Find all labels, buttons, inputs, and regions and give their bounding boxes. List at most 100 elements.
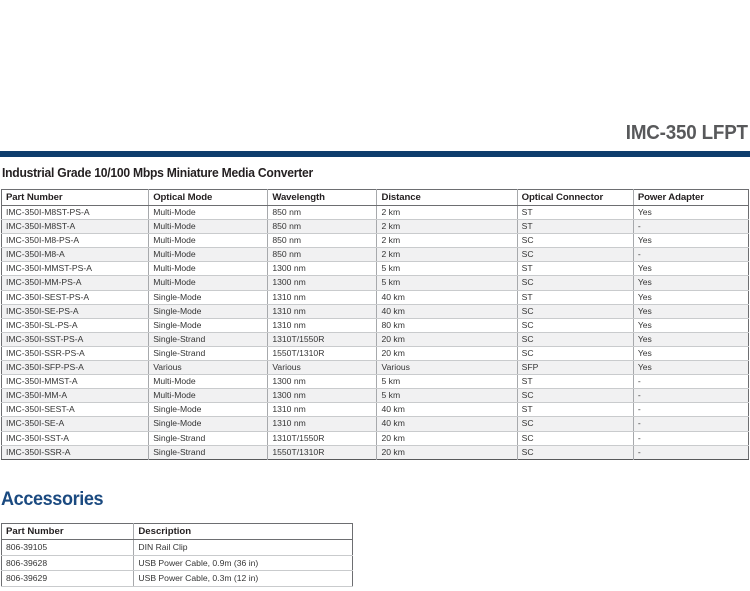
cell-wavelength: 1310 nm bbox=[267, 304, 378, 319]
cell-power-adapter: - bbox=[633, 374, 749, 390]
cell-power-adapter: - bbox=[633, 402, 749, 418]
cell-power-adapter: Yes bbox=[633, 346, 749, 362]
table-row: IMC-350I-SL-PS-A Single-Mode 1310 nm 80 km S… bbox=[1, 318, 749, 333]
cell-part-number: IMC-350I-SL-PS-A bbox=[1, 318, 150, 333]
cell-optical-mode: Multi-Mode bbox=[148, 233, 269, 249]
cell-wavelength: 1310T/1550R bbox=[267, 332, 378, 347]
cell-optical-connector: ST bbox=[517, 205, 634, 221]
table-row: IMC-350I-MMST-PS-A Multi-Mode 1300 nm 5 km S… bbox=[1, 261, 749, 277]
cell-power-adapter: - bbox=[633, 247, 749, 263]
cell-optical-mode: Various bbox=[148, 360, 269, 376]
cell-optical-mode: Single-Strand bbox=[148, 445, 269, 460]
cell-power-adapter: - bbox=[633, 445, 749, 460]
cell-optical-connector: SC bbox=[517, 233, 634, 249]
cell-distance: 2 km bbox=[376, 233, 518, 249]
table-row: IMC-350I-M8-PS-A Multi-Mode 850 nm 2 km SC Ye… bbox=[1, 233, 749, 249]
document-header: IMC-350 LFPT bbox=[0, 118, 750, 148]
cell-part-number: IMC-350I-MM-PS-A bbox=[1, 275, 150, 291]
cell-optical-connector: ST bbox=[517, 374, 634, 390]
cell-part-number: IMC-350I-MMST-A bbox=[1, 374, 150, 390]
cell-distance: 20 km bbox=[376, 431, 518, 446]
table-row: 806-39629 USB Power Cable, 0.3m (12 in) bbox=[1, 570, 353, 587]
cell-optical-connector: SC bbox=[517, 445, 634, 460]
accessories-heading: Accessories bbox=[1, 489, 104, 510]
cell-part-number: IMC-350I-SE-PS-A bbox=[1, 304, 150, 319]
column-header-description: Description bbox=[133, 523, 353, 540]
cell-optical-connector: SC bbox=[517, 304, 634, 319]
table-row: IMC-350I-SE-A Single-Mode 1310 nm 40 km SC - bbox=[1, 416, 749, 432]
cell-power-adapter: - bbox=[633, 388, 749, 404]
cell-description: DIN Rail Clip bbox=[133, 539, 353, 556]
table-row: 806-39105 DIN Rail Clip bbox=[1, 539, 353, 556]
cell-optical-connector: SC bbox=[517, 247, 634, 263]
table-row: IMC-350I-SSR-A Single-Strand 1550T/1310R 20… bbox=[1, 445, 749, 460]
column-header-wavelength: Wavelength bbox=[267, 189, 378, 206]
column-header-part-number: Part Number bbox=[1, 189, 150, 206]
cell-optical-mode: Single-Mode bbox=[148, 416, 269, 432]
cell-part-number: IMC-350I-SEST-A bbox=[1, 402, 150, 418]
table-header-row: Part Number Optical Mode Wavelength Dist… bbox=[1, 189, 749, 206]
cell-distance: 2 km bbox=[376, 247, 518, 263]
cell-optical-mode: Multi-Mode bbox=[148, 219, 269, 235]
table-row: IMC-350I-SE-PS-A Single-Mode 1310 nm 40 km S… bbox=[1, 304, 749, 319]
cell-wavelength: Various bbox=[267, 360, 378, 376]
cell-wavelength: 850 nm bbox=[267, 219, 378, 235]
cell-part-number: IMC-350I-MM-A bbox=[1, 388, 150, 404]
cell-distance: 40 km bbox=[376, 416, 518, 432]
accessories-table: Part Number Description 806-39105 DIN Rai… bbox=[1, 523, 353, 587]
column-header-optical-connector: Optical Connector bbox=[517, 189, 634, 206]
table-row: 806-39628 USB Power Cable, 0.9m (36 in) bbox=[1, 555, 353, 572]
cell-wavelength: 1550T/1310R bbox=[267, 346, 378, 362]
cell-optical-connector: ST bbox=[517, 290, 634, 305]
cell-optical-connector: SC bbox=[517, 388, 634, 404]
cell-part-number: IMC-350I-SST-PS-A bbox=[1, 332, 150, 347]
cell-wavelength: 850 nm bbox=[267, 247, 378, 263]
cell-distance: 2 km bbox=[376, 205, 518, 221]
cell-optical-mode: Single-Mode bbox=[148, 290, 269, 305]
cell-distance: 20 km bbox=[376, 332, 518, 347]
table-row: IMC-350I-SEST-PS-A Single-Mode 1310 nm 40 k… bbox=[1, 290, 749, 305]
cell-part-number: IMC-350I-M8ST-A bbox=[1, 219, 150, 235]
cell-power-adapter: Yes bbox=[633, 275, 749, 291]
table-row: IMC-350I-M8-A Multi-Mode 850 nm 2 km SC - bbox=[1, 247, 749, 263]
cell-optical-connector: SC bbox=[517, 416, 634, 432]
table-row: IMC-350I-SEST-A Single-Mode 1310 nm 40 km ST… bbox=[1, 402, 749, 418]
cell-part-number: 806-39105 bbox=[1, 539, 135, 556]
cell-optical-mode: Multi-Mode bbox=[148, 388, 269, 404]
cell-distance: Various bbox=[376, 360, 518, 376]
cell-wavelength: 1300 nm bbox=[267, 275, 378, 291]
cell-optical-mode: Single-Strand bbox=[148, 431, 269, 446]
cell-power-adapter: Yes bbox=[633, 261, 749, 277]
cell-part-number: IMC-350I-MMST-PS-A bbox=[1, 261, 150, 277]
cell-optical-connector: SC bbox=[517, 346, 634, 362]
table-row: IMC-350I-SST-A Single-Strand 1310T/1550R 20… bbox=[1, 431, 749, 446]
cell-part-number: IMC-350I-SSR-PS-A bbox=[1, 346, 150, 362]
cell-wavelength: 1550T/1310R bbox=[267, 445, 378, 460]
cell-distance: 40 km bbox=[376, 402, 518, 418]
table-row: IMC-350I-MMST-A Multi-Mode 1300 nm 5 km ST - bbox=[1, 374, 749, 390]
cell-distance: 5 km bbox=[376, 374, 518, 390]
cell-optical-connector: SFP bbox=[517, 360, 634, 376]
cell-power-adapter: Yes bbox=[633, 233, 749, 249]
cell-optical-connector: SC bbox=[517, 275, 634, 291]
cell-part-number: IMC-350I-M8ST-PS-A bbox=[1, 205, 150, 221]
cell-distance: 2 km bbox=[376, 219, 518, 235]
cell-power-adapter: - bbox=[633, 416, 749, 432]
cell-optical-connector: ST bbox=[517, 402, 634, 418]
cell-wavelength: 850 nm bbox=[267, 233, 378, 249]
cell-optical-mode: Single-Mode bbox=[148, 304, 269, 319]
cell-optical-mode: Single-Mode bbox=[148, 318, 269, 333]
cell-part-number: IMC-350I-M8-A bbox=[1, 247, 150, 263]
cell-wavelength: 1310 nm bbox=[267, 290, 378, 305]
cell-optical-mode: Multi-Mode bbox=[148, 374, 269, 390]
cell-part-number: IMC-350I-SSR-A bbox=[1, 445, 150, 460]
page-title: IMC-350 LFPT bbox=[625, 122, 748, 144]
cell-description: USB Power Cable, 0.3m (12 in) bbox=[133, 570, 353, 587]
column-header-power-adapter: Power Adapter bbox=[633, 189, 749, 206]
cell-part-number: IMC-350I-M8-PS-A bbox=[1, 233, 150, 249]
cell-part-number: IMC-350I-SFP-PS-A bbox=[1, 360, 150, 376]
column-header-distance: Distance bbox=[376, 189, 518, 206]
table-row: IMC-350I-M8ST-PS-A Multi-Mode 850 nm 2 km ST… bbox=[1, 205, 749, 221]
cell-optical-connector: SC bbox=[517, 332, 634, 347]
cell-optical-connector: SC bbox=[517, 318, 634, 333]
